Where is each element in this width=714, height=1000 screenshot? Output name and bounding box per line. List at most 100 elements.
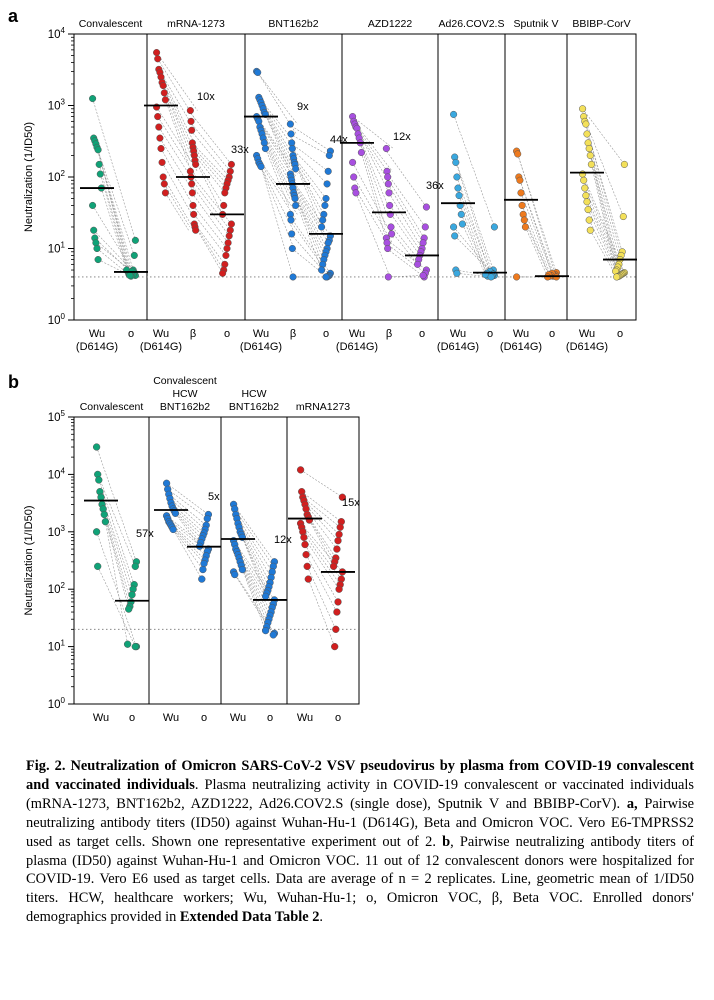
data-point: [338, 493, 347, 501]
data-point: [159, 82, 167, 90]
pair-connector: [259, 164, 295, 249]
pair-connector: [258, 121, 296, 181]
pair-connector: [256, 71, 298, 125]
pair-connector: [257, 118, 297, 178]
data-point: [188, 189, 196, 197]
pair-connector: [389, 205, 422, 252]
pair-connector: [457, 187, 491, 272]
data-point: [161, 189, 169, 197]
pair-connector: [241, 565, 267, 628]
pair-connector: [302, 497, 341, 528]
data-point: [93, 244, 101, 253]
pair-connector: [590, 230, 617, 278]
data-point: [583, 130, 591, 138]
y-axis-label: Neutralization (1/ID50): [23, 122, 35, 232]
x-tick-label: Wu: [163, 712, 179, 724]
group-title: HCW: [172, 388, 197, 400]
pair-connector: [291, 148, 328, 185]
x-tick-label: β: [190, 328, 196, 340]
data-point: [198, 575, 206, 583]
caption-label-b: b: [442, 833, 451, 850]
data-point: [131, 562, 139, 571]
fold-change-label: 12x: [274, 534, 292, 546]
group-title: mRNA1273: [296, 401, 350, 413]
pair-connector: [197, 230, 223, 274]
x-tick-label: o: [487, 328, 493, 340]
pair-connector: [293, 192, 326, 256]
group-title: Sputnik V: [514, 18, 559, 30]
pair-connector: [304, 544, 339, 603]
pair-connector: [308, 516, 335, 562]
pair-connector: [156, 106, 198, 172]
y-tick-label: 101: [48, 639, 66, 654]
x-tick-label: o: [201, 712, 207, 724]
pair-connector: [384, 148, 427, 208]
data-point: [331, 642, 339, 651]
fold-change-label: 44x: [330, 134, 348, 146]
data-point: [414, 260, 422, 268]
pair-connector: [309, 519, 334, 567]
pair-connector: [95, 242, 133, 272]
pair-connector: [290, 180, 329, 243]
data-point: [350, 173, 358, 181]
pair-connector: [98, 479, 135, 585]
data-point: [125, 605, 133, 613]
data-point: [94, 562, 102, 571]
pair-connector: [519, 180, 554, 277]
caption-end: .: [319, 909, 324, 926]
data-point: [333, 608, 341, 616]
plot-frame: [73, 416, 360, 705]
data-point: [582, 192, 590, 200]
pair-connector: [92, 98, 136, 241]
pair-connector: [194, 155, 226, 194]
x-tick-sublabel: (D614G): [240, 341, 282, 353]
data-point: [287, 216, 295, 224]
pair-connector: [291, 183, 328, 249]
pair-connector: [158, 69, 196, 131]
pair-connector: [193, 150, 227, 189]
pair-connector: [305, 554, 338, 613]
data-point: [325, 151, 333, 160]
data-point: [123, 640, 132, 648]
pair-connector: [586, 201, 621, 276]
x-tick-label: Wu: [89, 328, 105, 340]
data-point: [192, 160, 200, 168]
data-point: [261, 592, 270, 601]
pair-connector: [387, 183, 424, 243]
data-point: [220, 201, 228, 210]
pair-connector: [260, 130, 294, 189]
pair-connector: [235, 514, 273, 573]
data-point: [421, 223, 429, 231]
y-tick-label: 102: [48, 581, 66, 596]
y-tick-label: 105: [48, 409, 66, 424]
data-point: [128, 591, 136, 599]
data-point: [254, 68, 262, 76]
data-point: [160, 180, 168, 188]
pair-connector: [288, 123, 331, 152]
data-point: [287, 130, 295, 138]
y-tick-label: 104: [48, 26, 66, 41]
group-title: AZD1222: [368, 18, 413, 30]
group-title: BNT162b2: [268, 18, 318, 30]
data-point: [487, 273, 495, 281]
caption-title: Fig. 2. Neutralization of Omicron SARS-C…: [26, 758, 694, 793]
group-title: Convalescent: [153, 375, 217, 387]
pair-connector: [101, 504, 132, 603]
data-point: [321, 201, 329, 210]
data-point: [188, 180, 196, 188]
pair-connector: [294, 162, 325, 215]
caption-label-a: a,: [626, 795, 638, 812]
pair-connector: [189, 121, 231, 172]
pair-connector: [194, 223, 226, 265]
data-point: [579, 105, 587, 113]
data-point: [451, 232, 459, 240]
y-axis-label: Neutralization (1/ID50): [23, 505, 35, 615]
pair-connector: [97, 566, 136, 647]
pair-connector: [101, 187, 127, 271]
panel-a-chart: 100 101 102 103 104 Neutralization (1/ID50) Co…: [23, 18, 637, 353]
pair-connector: [261, 105, 293, 159]
pair-connector: [192, 205, 228, 249]
pair-connector: [192, 147, 228, 185]
pair-connector: [94, 237, 134, 275]
data-point: [190, 210, 198, 218]
